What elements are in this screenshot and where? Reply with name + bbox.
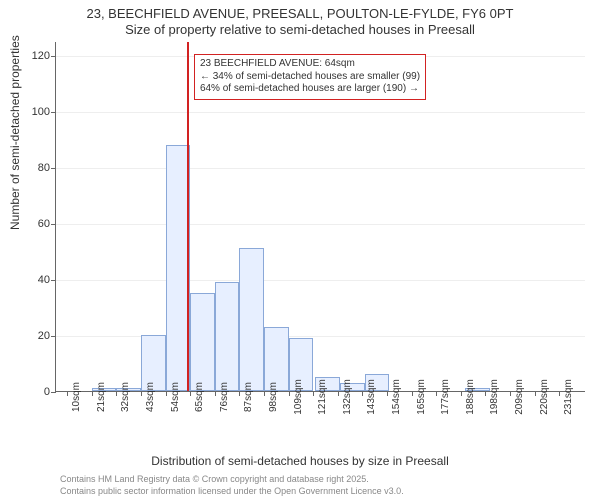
plot-area: 02040608010012010sqm21sqm32sqm43sqm54sqm… [55,42,585,392]
y-tick-label: 40 [38,274,50,286]
chart-title-line2: Size of property relative to semi-detach… [0,22,600,37]
x-tick-mark [141,391,142,396]
y-tick-mark [51,280,56,281]
y-tick-label: 80 [38,162,50,174]
callout-line: ← 34% of semi-detached houses are smalle… [200,71,420,84]
histogram-bar [215,282,240,391]
x-tick-mark [535,391,536,396]
callout-box: 23 BEECHFIELD AVENUE: 64sqm← 34% of semi… [194,54,426,100]
x-tick-label: 177sqm [440,379,451,415]
histogram-chart: 23, BEECHFIELD AVENUE, PREESALL, POULTON… [0,0,600,500]
x-tick-label: 32sqm [120,382,131,412]
x-tick-label: 143sqm [366,379,377,415]
x-tick-label: 10sqm [71,382,82,412]
x-tick-label: 98sqm [268,382,279,412]
x-tick-mark [190,391,191,396]
x-tick-mark [92,391,93,396]
x-tick-mark [387,391,388,396]
x-tick-label: 54sqm [170,382,181,412]
x-tick-mark [264,391,265,396]
gridline [56,336,585,337]
x-tick-label: 109sqm [293,379,304,415]
gridline [56,112,585,113]
x-tick-label: 76sqm [219,382,230,412]
x-tick-mark [412,391,413,396]
reference-line [187,42,189,391]
x-tick-label: 65sqm [194,382,205,412]
x-tick-label: 154sqm [391,379,402,415]
x-axis-label: Distribution of semi-detached houses by … [0,454,600,468]
x-tick-label: 121sqm [317,379,328,415]
y-tick-mark [51,56,56,57]
x-tick-mark [510,391,511,396]
x-tick-label: 21sqm [96,382,107,412]
x-tick-mark [461,391,462,396]
x-tick-label: 43sqm [145,382,156,412]
gridline [56,280,585,281]
x-tick-mark [116,391,117,396]
y-tick-label: 60 [38,218,50,230]
x-tick-label: 209sqm [514,379,525,415]
callout-line: 64% of semi-detached houses are larger (… [200,83,420,96]
y-tick-label: 100 [32,106,50,118]
x-tick-mark [338,391,339,396]
histogram-bar [239,248,264,391]
credit-line-2: Contains public sector information licen… [60,486,404,496]
x-tick-mark [485,391,486,396]
x-tick-mark [166,391,167,396]
y-tick-mark [51,112,56,113]
x-tick-mark [215,391,216,396]
x-tick-label: 132sqm [342,379,353,415]
x-tick-label: 188sqm [465,379,476,415]
x-tick-mark [289,391,290,396]
y-tick-mark [51,168,56,169]
credit-line-1: Contains HM Land Registry data © Crown c… [60,474,369,484]
y-tick-label: 20 [38,330,50,342]
gridline [56,224,585,225]
x-tick-mark [313,391,314,396]
y-tick-mark [51,224,56,225]
x-tick-mark [436,391,437,396]
y-tick-mark [51,336,56,337]
chart-title-line1: 23, BEECHFIELD AVENUE, PREESALL, POULTON… [0,6,600,21]
x-tick-label: 198sqm [489,379,500,415]
y-axis-label: Number of semi-detached properties [8,35,22,230]
callout-line: 23 BEECHFIELD AVENUE: 64sqm [200,58,420,71]
x-tick-mark [67,391,68,396]
x-tick-label: 231sqm [563,379,574,415]
x-tick-label: 165sqm [416,379,427,415]
y-tick-label: 120 [32,50,50,62]
x-tick-mark [559,391,560,396]
y-tick-mark [51,392,56,393]
x-tick-label: 220sqm [539,379,550,415]
x-tick-mark [362,391,363,396]
y-tick-label: 0 [44,386,50,398]
histogram-bar [190,293,215,391]
gridline [56,168,585,169]
x-tick-label: 87sqm [243,382,254,412]
x-tick-mark [239,391,240,396]
